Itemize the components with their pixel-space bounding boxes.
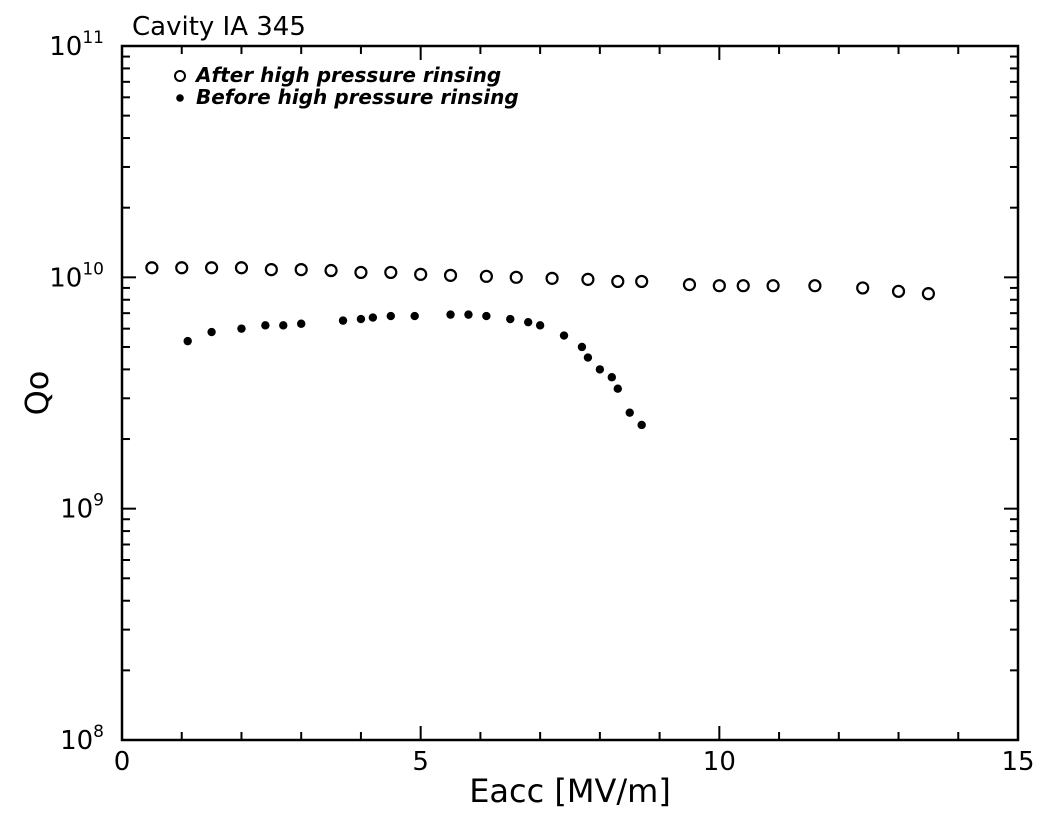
plot-frame [120, 44, 1020, 742]
y-tick-label-base: 10 [60, 495, 93, 525]
data-point-filled [613, 384, 622, 393]
x-tick-label: 5 [412, 747, 429, 777]
data-point-filled [523, 317, 533, 327]
data-point-filled [183, 336, 192, 346]
y-tick-label-exponent: 10 [82, 259, 104, 279]
y-tick-label: 108 [60, 722, 104, 756]
data-point-open [856, 281, 870, 295]
data-point-filled [410, 311, 419, 321]
series-after-rinsing [145, 261, 936, 301]
x-axis-label: Eacc [MV/m] [469, 772, 671, 810]
data-point-filled [446, 310, 455, 319]
data-point-open [479, 269, 493, 283]
data-point-filled [207, 327, 216, 337]
y-tick-label-exponent: 8 [93, 722, 104, 742]
data-point-filled [237, 324, 246, 333]
data-point-open [414, 267, 428, 281]
data-point-filled [506, 314, 515, 324]
data-point-open [509, 270, 523, 284]
data-point-open [545, 271, 559, 285]
data-point-open [384, 265, 398, 280]
data-point-filled [297, 319, 306, 328]
data-point-open [682, 278, 697, 292]
data-point-filled [559, 331, 569, 340]
y-tick-label-base: 10 [60, 726, 93, 756]
y-tick-label: 1011 [49, 28, 104, 62]
data-point-filled [386, 311, 395, 321]
data-point-open [294, 263, 308, 277]
data-point-open [712, 279, 726, 293]
data-point-filled [625, 408, 634, 417]
data-point-open [635, 274, 649, 289]
data-point-open [808, 279, 822, 293]
y-tick-label: 1010 [49, 259, 104, 293]
data-point-open [205, 261, 219, 275]
legend-label: After high pressure rinsing [194, 63, 501, 87]
y-tick-label-base: 10 [49, 263, 82, 293]
series-before-rinsing [183, 310, 646, 430]
x-tick-label: 0 [114, 747, 131, 777]
data-point-filled [482, 311, 491, 321]
data-point-filled [464, 310, 473, 319]
data-point-filled [368, 313, 378, 322]
chart-title: Cavity IA 345 [132, 12, 306, 42]
data-point-filled [607, 373, 617, 382]
data-point-filled [637, 420, 646, 430]
legend-marker-open [174, 70, 186, 82]
data-point-open [921, 287, 936, 301]
data-point-open [891, 284, 906, 298]
tick-marks [121, 45, 1019, 741]
data-point-open [611, 274, 625, 289]
data-point-filled [261, 321, 270, 330]
data-point-open [324, 263, 338, 278]
data-point-open [581, 272, 595, 286]
x-tick-label: 10 [703, 747, 736, 777]
legend-label: Before high pressure rinsing [196, 85, 519, 109]
x-tick-label: 15 [1001, 747, 1034, 777]
data-point-open [175, 261, 189, 275]
data-point-open [736, 279, 750, 293]
data-point-open [443, 268, 458, 282]
data-point-open [145, 261, 159, 275]
data-point-filled [338, 316, 348, 325]
data-point-open [234, 261, 249, 275]
y-tick-label: 109 [60, 491, 104, 525]
data-point-filled [577, 342, 587, 352]
data-point-filled [595, 365, 605, 374]
legend-marker-filled [176, 94, 184, 102]
y-tick-label-base: 10 [49, 32, 82, 62]
y-tick-label-exponent: 9 [93, 491, 104, 511]
data-point-filled [279, 321, 288, 330]
data-point-open [264, 263, 278, 277]
data-point-filled [583, 353, 593, 362]
y-tick-label-exponent: 11 [82, 28, 104, 48]
data-point-filled [535, 321, 545, 330]
y-axis-label: Qo [18, 371, 56, 416]
data-point-open [354, 265, 368, 280]
data-point-open [766, 279, 780, 293]
series-layer [145, 261, 936, 430]
data-point-filled [356, 314, 366, 324]
